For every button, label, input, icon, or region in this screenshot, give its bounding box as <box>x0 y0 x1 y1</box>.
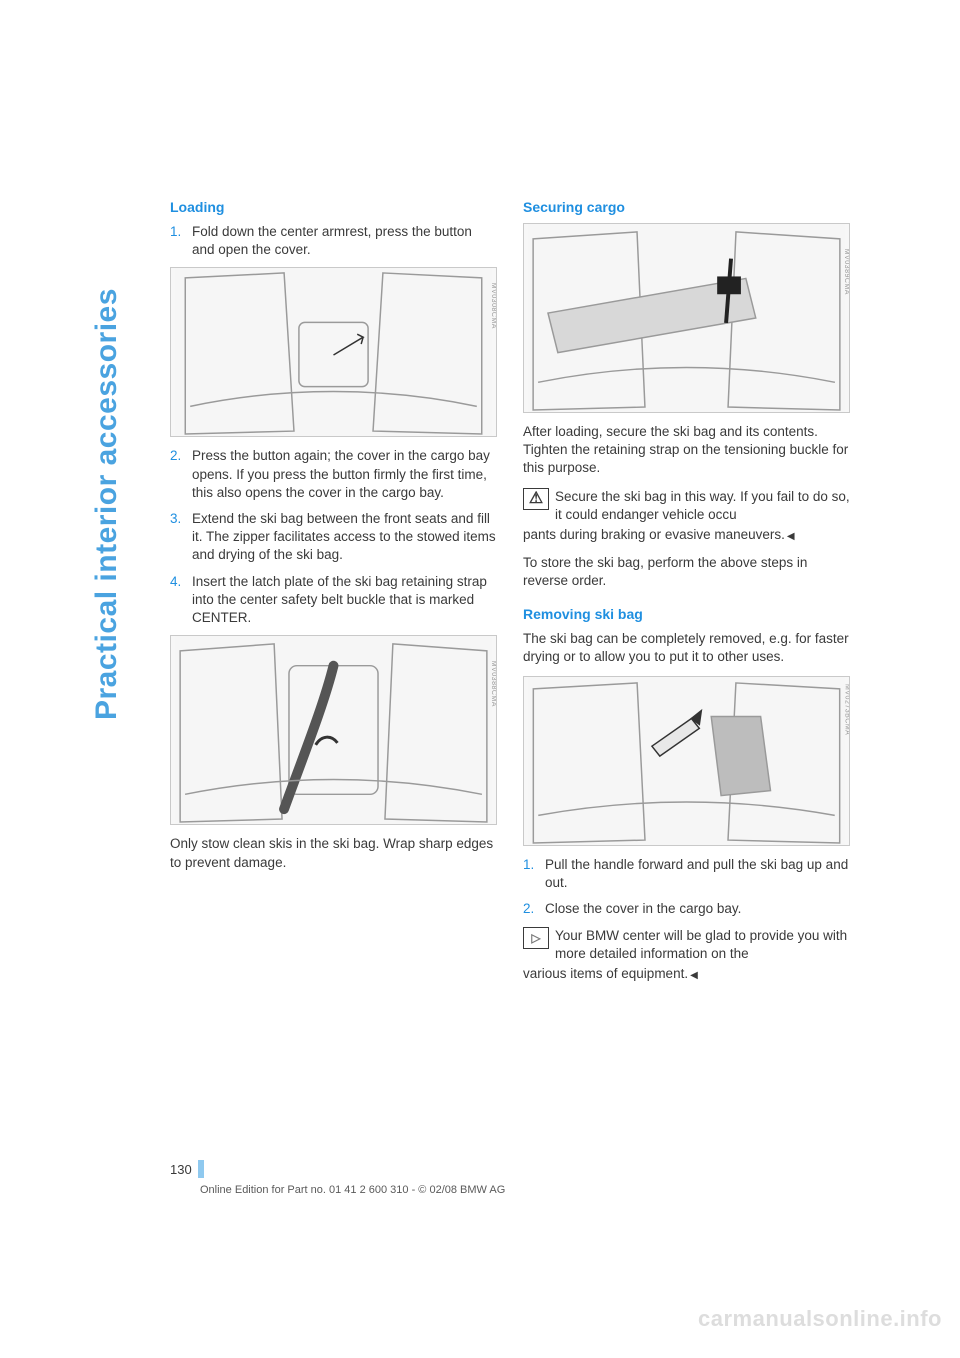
loading-steps-a: 1. Fold down the center armrest, press t… <box>170 223 497 259</box>
step-text: Extend the ski bag between the front sea… <box>192 510 497 565</box>
tip-text-lead: Your BMW center will be glad to provide … <box>555 927 850 963</box>
right-column: Securing cargo MV0389CMA <box>523 198 850 993</box>
step-number: 2. <box>523 900 545 918</box>
list-item: 2. Press the button again; the cover in … <box>170 447 497 502</box>
figure-2: MV0388CMA <box>170 635 497 825</box>
figure-4: MV0273BCMA <box>523 676 850 846</box>
skibag-sketch-icon <box>171 636 496 824</box>
step-number: 1. <box>523 856 545 892</box>
step-text: Pull the handle forward and pull the ski… <box>545 856 850 892</box>
tip-note: Your BMW center will be glad to provide … <box>523 927 850 963</box>
step-text: Insert the latch plate of the ski bag re… <box>192 573 497 628</box>
note-text: Only stow clean skis in the ski bag. Wra… <box>170 835 497 871</box>
figure-code: MV0273BCMA <box>842 684 850 735</box>
content-columns: Loading 1. Fold down the center armrest,… <box>170 198 850 993</box>
figure-code: MV0308CMA <box>489 283 497 329</box>
warning-text-lead: Secure the ski bag in this way. If you f… <box>555 488 850 524</box>
page-number-block: 130 <box>170 1160 204 1178</box>
page-number-bar <box>198 1160 204 1178</box>
step-text: Close the cover in the cargo bay. <box>545 900 850 918</box>
seat-sketch-icon <box>171 268 496 436</box>
securing-sketch-icon <box>524 224 849 412</box>
heading-loading: Loading <box>170 198 497 217</box>
remove-sketch-icon <box>524 677 849 845</box>
step-number: 4. <box>170 573 192 628</box>
figure-code: MV0389CMA <box>842 249 850 295</box>
loading-steps-b: 2. Press the button again; the cover in … <box>170 447 497 627</box>
warning-text-tail: pants during braking or evasive maneuver… <box>523 526 850 544</box>
list-item: 2. Close the cover in the cargo bay. <box>523 900 850 918</box>
paragraph: To store the ski bag, perform the above … <box>523 554 850 590</box>
paragraph: After loading, secure the ski bag and it… <box>523 423 850 478</box>
step-text: Press the button again; the cover in the… <box>192 447 497 502</box>
page-number: 130 <box>170 1162 198 1177</box>
left-column: Loading 1. Fold down the center armrest,… <box>170 198 497 993</box>
list-item: 1. Pull the handle forward and pull the … <box>523 856 850 892</box>
heading-removing: Removing ski bag <box>523 605 850 624</box>
warning-note: Secure the ski bag in this way. If you f… <box>523 488 850 524</box>
step-text: Fold down the center armrest, press the … <box>192 223 497 259</box>
heading-securing: Securing cargo <box>523 198 850 217</box>
step-number: 1. <box>170 223 192 259</box>
figure-3: MV0389CMA <box>523 223 850 413</box>
footer-text: Online Edition for Part no. 01 41 2 600 … <box>200 1184 505 1196</box>
remove-steps: 1. Pull the handle forward and pull the … <box>523 856 850 919</box>
figure-1: MV0308CMA <box>170 267 497 437</box>
watermark: carmanualsonline.info <box>698 1306 942 1332</box>
page: Practical interior accessories Loading 1… <box>0 0 960 1358</box>
list-item: 1. Fold down the center armrest, press t… <box>170 223 497 259</box>
step-number: 2. <box>170 447 192 502</box>
list-item: 3. Extend the ski bag between the front … <box>170 510 497 565</box>
warning-icon <box>523 488 549 510</box>
tip-icon <box>523 927 549 949</box>
paragraph: The ski bag can be completely removed, e… <box>523 630 850 666</box>
tip-text-tail: various items of equipment. <box>523 965 850 983</box>
figure-code: MV0388CMA <box>489 661 497 707</box>
list-item: 4. Insert the latch plate of the ski bag… <box>170 573 497 628</box>
step-number: 3. <box>170 510 192 565</box>
side-section-title: Practical interior accessories <box>90 288 124 720</box>
